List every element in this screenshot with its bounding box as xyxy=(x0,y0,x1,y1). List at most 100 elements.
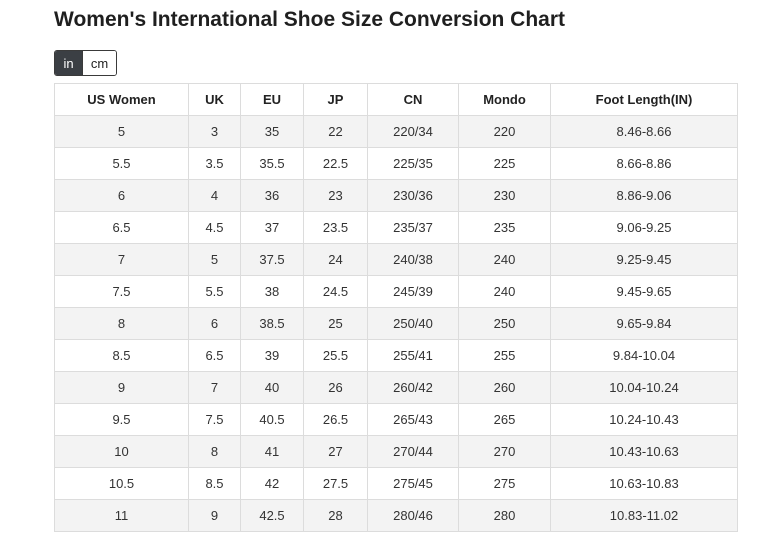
column-header: JP xyxy=(303,83,368,116)
table-cell: 37 xyxy=(240,211,304,244)
table-cell: 39 xyxy=(240,339,304,372)
table-cell: 7 xyxy=(188,371,241,404)
table-cell: 22 xyxy=(303,115,368,148)
table-cell: 42.5 xyxy=(240,499,304,532)
table-cell: 9.06-9.25 xyxy=(550,211,738,244)
table-cell: 275/45 xyxy=(367,467,459,500)
table-cell: 4 xyxy=(188,179,241,212)
table-cell: 5.5 xyxy=(54,147,189,180)
table-row: 8 6 38.5 25 250/40 250 9.65-9.84 xyxy=(54,307,738,340)
table-cell: 40 xyxy=(240,371,304,404)
table-cell: 260/42 xyxy=(367,371,459,404)
table-row: 5 3 35 22 220/34 220 8.46-8.66 xyxy=(54,115,738,148)
table-cell: 5 xyxy=(54,115,189,148)
table-cell: 10.04-10.24 xyxy=(550,371,738,404)
unit-cm-button[interactable]: cm xyxy=(82,51,116,75)
table-cell: 38 xyxy=(240,275,304,308)
table-header-row: US Women UK EU JP CN Mondo Foot Length(IN) xyxy=(54,83,738,116)
table-cell: 24.5 xyxy=(303,275,368,308)
table-cell: 6.5 xyxy=(188,339,241,372)
table-cell: 36 xyxy=(240,179,304,212)
table-row: 5.5 3.5 35.5 22.5 225/35 225 8.66-8.86 xyxy=(54,147,738,180)
column-header: EU xyxy=(240,83,304,116)
table-row: 10.5 8.5 42 27.5 275/45 275 10.63-10.83 xyxy=(54,467,738,500)
unit-in-button[interactable]: in xyxy=(55,51,82,75)
table-cell: 225 xyxy=(458,147,551,180)
table-cell: 240 xyxy=(458,243,551,276)
table-cell: 10 xyxy=(54,435,189,468)
table-cell: 9.65-9.84 xyxy=(550,307,738,340)
table-cell: 255 xyxy=(458,339,551,372)
table-cell: 23 xyxy=(303,179,368,212)
table-row: 10 8 41 27 270/44 270 10.43-10.63 xyxy=(54,435,738,468)
table-cell: 9.5 xyxy=(54,403,189,436)
table-row: 6.5 4.5 37 23.5 235/37 235 9.06-9.25 xyxy=(54,211,738,244)
table-cell: 7.5 xyxy=(188,403,241,436)
table-body: 5 3 35 22 220/34 220 8.46-8.66 5.5 3.5 35.5 22.5 22… xyxy=(54,115,738,532)
page-title: Women's International Shoe Size Conversi… xyxy=(54,8,566,31)
table-cell: 10.83-11.02 xyxy=(550,499,738,532)
table-cell: 10.43-10.63 xyxy=(550,435,738,468)
table-cell: 24 xyxy=(303,243,368,276)
table-cell: 230/36 xyxy=(367,179,459,212)
column-header: Mondo xyxy=(458,83,551,116)
table-cell: 27 xyxy=(303,435,368,468)
table-row: 6 4 36 23 230/36 230 8.86-9.06 xyxy=(54,179,738,212)
table-cell: 8.5 xyxy=(188,467,241,500)
table-cell: 7 xyxy=(54,243,189,276)
table-cell: 27.5 xyxy=(303,467,368,500)
table-cell: 26.5 xyxy=(303,403,368,436)
table-row: 9.5 7.5 40.5 26.5 265/43 265 10.24-10.43 xyxy=(54,403,738,436)
table-cell: 6 xyxy=(188,307,241,340)
table-cell: 42 xyxy=(240,467,304,500)
table-cell: 8.86-9.06 xyxy=(550,179,738,212)
table-cell: 8.46-8.66 xyxy=(550,115,738,148)
column-header: UK xyxy=(188,83,241,116)
table-cell: 9.45-9.65 xyxy=(550,275,738,308)
table-cell: 9 xyxy=(188,499,241,532)
table-cell: 25.5 xyxy=(303,339,368,372)
table-cell: 5.5 xyxy=(188,275,241,308)
table-cell: 35.5 xyxy=(240,147,304,180)
table-cell: 22.5 xyxy=(303,147,368,180)
table-cell: 220 xyxy=(458,115,551,148)
table-cell: 7.5 xyxy=(54,275,189,308)
table-cell: 9 xyxy=(54,371,189,404)
table-cell: 40.5 xyxy=(240,403,304,436)
table-cell: 3.5 xyxy=(188,147,241,180)
table-cell: 10.5 xyxy=(54,467,189,500)
table-cell: 235/37 xyxy=(367,211,459,244)
table-cell: 35 xyxy=(240,115,304,148)
table-cell: 245/39 xyxy=(367,275,459,308)
table-row: 9 7 40 26 260/42 260 10.04-10.24 xyxy=(54,371,738,404)
table-cell: 11 xyxy=(54,499,189,532)
table-cell: 37.5 xyxy=(240,243,304,276)
table-cell: 23.5 xyxy=(303,211,368,244)
table-cell: 8.66-8.86 xyxy=(550,147,738,180)
table-cell: 10.63-10.83 xyxy=(550,467,738,500)
table-cell: 240 xyxy=(458,275,551,308)
table-row: 11 9 42.5 28 280/46 280 10.83-11.02 xyxy=(54,499,738,532)
table-cell: 8.5 xyxy=(54,339,189,372)
table-cell: 270 xyxy=(458,435,551,468)
table-cell: 220/34 xyxy=(367,115,459,148)
table-cell: 25 xyxy=(303,307,368,340)
table-cell: 9.25-9.45 xyxy=(550,243,738,276)
table-cell: 280/46 xyxy=(367,499,459,532)
table-cell: 3 xyxy=(188,115,241,148)
table-cell: 26 xyxy=(303,371,368,404)
table-cell: 240/38 xyxy=(367,243,459,276)
table-cell: 235 xyxy=(458,211,551,244)
table-cell: 9.84-10.04 xyxy=(550,339,738,372)
table-row: 7 5 37.5 24 240/38 240 9.25-9.45 xyxy=(54,243,738,276)
table-cell: 255/41 xyxy=(367,339,459,372)
table-cell: 230 xyxy=(458,179,551,212)
table-cell: 8 xyxy=(188,435,241,468)
table-row: 8.5 6.5 39 25.5 255/41 255 9.84-10.04 xyxy=(54,339,738,372)
table-cell: 275 xyxy=(458,467,551,500)
table-cell: 250/40 xyxy=(367,307,459,340)
table-cell: 10.24-10.43 xyxy=(550,403,738,436)
table-cell: 250 xyxy=(458,307,551,340)
